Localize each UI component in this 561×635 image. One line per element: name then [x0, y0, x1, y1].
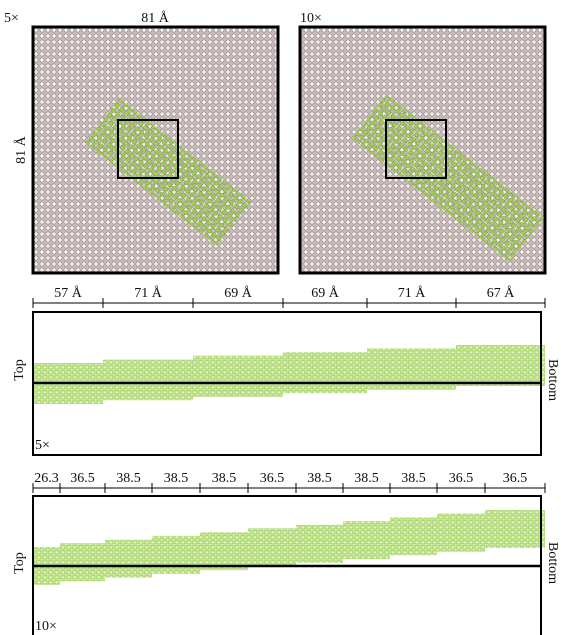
segment-label: 69 Å: [224, 285, 253, 301]
segment-label: 38.5: [212, 471, 237, 486]
molecule-segment: [200, 532, 248, 571]
molecule-segment: [437, 513, 485, 552]
scale-label: 10×: [300, 11, 322, 26]
top-right-panel: 10×: [298, 11, 547, 275]
bottom-label: Bottom: [545, 359, 560, 401]
segment-label: 69 Å: [311, 285, 340, 301]
height-label: 81 Å: [13, 135, 29, 164]
molecule-segment: [193, 355, 283, 397]
molecule-segment: [343, 521, 390, 560]
segment-label: 26.3: [34, 471, 59, 486]
top-label: Top: [12, 359, 27, 381]
segment-label: 38.5: [354, 471, 379, 486]
strip-5x: Top Bottom 5× 57 Å 71 Å 69 Å 69 Å 71 Å 67 Å: [12, 285, 560, 456]
width-label: 81 Å: [141, 10, 170, 26]
molecule-segment: [103, 359, 193, 401]
segment-label: 36.5: [260, 471, 285, 486]
molecule-segment: [485, 510, 545, 548]
molecule-segment: [390, 517, 437, 556]
molecule-segment: [60, 543, 105, 582]
segment-label: 36.5: [449, 471, 474, 486]
molecule-segment: [296, 524, 343, 563]
molecule-segment: [248, 528, 296, 567]
scale-label: 10×: [35, 619, 57, 634]
segment-label: 38.5: [116, 471, 141, 486]
molecule-segment: [105, 539, 152, 578]
segment-label: 71 Å: [134, 285, 163, 301]
bottom-label: Bottom: [545, 542, 560, 584]
top-label: Top: [12, 552, 27, 574]
strip-10x: Top Bottom 10× 26.3 36.5 38.5 38.5 38.5 36.5 3…: [12, 471, 560, 635]
segment-label: 38.5: [164, 471, 189, 486]
top-left-panel: 5× 81 Å 81 Å: [4, 10, 280, 275]
segment-label: 36.5: [70, 471, 95, 486]
segment-label: 57 Å: [54, 285, 83, 301]
molecule-segment: [283, 352, 367, 394]
segment-label: 36.5: [503, 471, 528, 486]
molecule-segment: [456, 345, 545, 386]
scale-label: 5×: [35, 438, 50, 453]
segment-label: 71 Å: [398, 285, 427, 301]
molecule-segment: [152, 535, 200, 574]
segment-label: 38.5: [307, 471, 332, 486]
scale-label: 5×: [4, 11, 19, 26]
segment-label: 67 Å: [487, 285, 516, 301]
segment-label: 38.5: [401, 471, 426, 486]
